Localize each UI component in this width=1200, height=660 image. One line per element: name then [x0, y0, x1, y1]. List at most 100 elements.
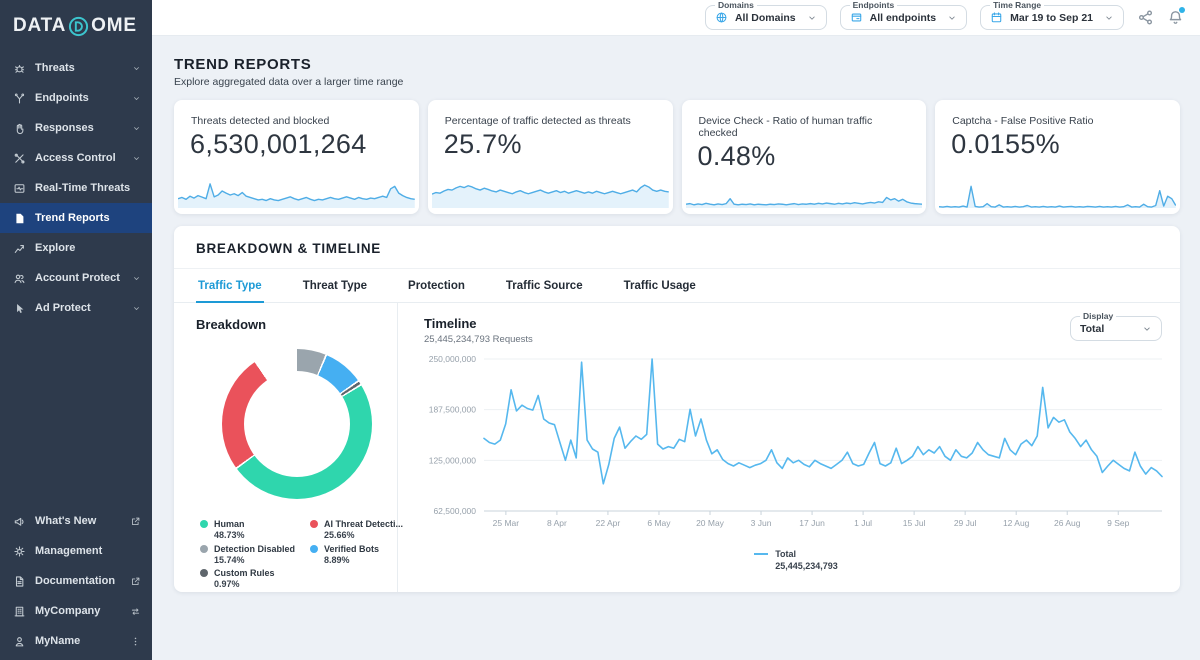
- timeline-legend: Total 25,445,234,793: [424, 549, 1168, 571]
- sidebar-footer-item-myname[interactable]: MyName: [0, 626, 152, 656]
- svg-text:1 Jul: 1 Jul: [854, 518, 872, 528]
- ad-protect-icon: [13, 302, 26, 315]
- kpi-sparkline-chart: [178, 173, 415, 208]
- sidebar-item-endpoints[interactable]: Endpoints: [0, 83, 152, 113]
- account-protect-icon: [13, 272, 26, 285]
- sidebar-item-label: Explore: [35, 242, 76, 254]
- domains-dropdown[interactable]: Domains All Domains: [704, 0, 827, 30]
- external-link-icon: [130, 576, 141, 587]
- filter-label: Endpoints: [849, 0, 898, 10]
- endpoints-window-icon: [850, 11, 863, 24]
- globe-icon: [715, 11, 728, 24]
- sidebar-item-label: Responses: [35, 122, 94, 134]
- legend-dot: [200, 520, 208, 528]
- notification-badge: [1179, 7, 1185, 13]
- sidebar-item-access-control[interactable]: Access Control: [0, 143, 152, 173]
- svg-text:22 Apr: 22 Apr: [596, 518, 621, 528]
- logo-text-post: OME: [91, 15, 137, 36]
- filter-value: All endpoints: [869, 11, 937, 24]
- sidebar-item-trend-reports[interactable]: Trend Reports: [0, 203, 152, 233]
- display-dropdown-label: Display: [1080, 311, 1117, 321]
- notifications-button[interactable]: [1167, 7, 1185, 26]
- kpi-cards-row: Threats detected and blocked 6,530,001,26…: [174, 100, 1180, 214]
- timeline-legend-value: 25,445,234,793: [775, 561, 838, 571]
- chevron-down-icon: [132, 274, 141, 283]
- management-icon: [13, 545, 26, 558]
- timeline-chart-svg: 250,000,000 187,500,000 125,000,000 62,500,…: [429, 354, 1163, 528]
- kpi-value: 0.0155%: [951, 129, 1060, 159]
- time-range-dropdown[interactable]: Time Range Mar 19 to Sep 21: [980, 0, 1124, 30]
- panel-title: BREAKDOWN & TIMELINE: [174, 226, 1180, 269]
- sidebar-item-real-time-threats[interactable]: Real-Time Threats: [0, 173, 152, 203]
- legend-label: AI Threat Detecti...: [324, 519, 404, 529]
- legend-item-human: Human 48.73%: [200, 519, 308, 542]
- tab-traffic-type[interactable]: Traffic Type: [196, 269, 264, 303]
- trend-reports-icon: [13, 212, 26, 225]
- company-icon: [13, 605, 26, 618]
- responses-icon: [13, 122, 26, 135]
- legend-dot: [200, 569, 208, 577]
- sidebar-footer-item-mycompany[interactable]: MyCompany: [0, 596, 152, 626]
- kpi-value: 0.48%: [697, 141, 776, 171]
- sidebar-item-explore[interactable]: Explore: [0, 233, 152, 263]
- panel-body: Breakdown Human 48.73% AI Threat Detecti..…: [174, 303, 1180, 592]
- tab-traffic-usage[interactable]: Traffic Usage: [623, 280, 696, 292]
- svg-text:12 Aug: 12 Aug: [1003, 518, 1030, 528]
- kpi-value: 6,530,001,264: [190, 129, 367, 159]
- display-dropdown-value: Total: [1080, 322, 1105, 335]
- sidebar-item-label: Documentation: [35, 575, 116, 587]
- legend-value: 0.97%: [214, 579, 240, 590]
- sidebar-footer-item-documentation[interactable]: Documentation: [0, 566, 152, 596]
- sidebar-item-responses[interactable]: Responses: [0, 113, 152, 143]
- svg-text:62,500,000: 62,500,000: [433, 506, 476, 516]
- legend-text: Detection Disabled 15.74%: [214, 544, 295, 567]
- sidebar-spacer: [0, 323, 152, 506]
- timeline-legend-text: Total 25,445,234,793: [775, 549, 838, 571]
- kpi-card-3: Device Check - Ratio of human traffic ch…: [681, 100, 927, 214]
- sidebar-item-ad-protect[interactable]: Ad Protect: [0, 293, 152, 323]
- tab-protection[interactable]: Protection: [408, 280, 465, 292]
- legend-item-detection-disabled: Detection Disabled 15.74%: [200, 544, 308, 567]
- timeline-line-chart: 250,000,000 187,500,000 125,000,000 62,500,…: [424, 351, 1168, 547]
- tab-traffic-source[interactable]: Traffic Source: [505, 280, 583, 292]
- endpoints-icon: [13, 92, 26, 105]
- filter-value: All Domains: [734, 11, 796, 24]
- filter-label: Domains: [714, 0, 757, 10]
- timeline-header: Timeline 25,445,234,793 Requests Display…: [424, 311, 1168, 345]
- share-button[interactable]: [1137, 9, 1154, 26]
- donut-legend: Human 48.73% AI Threat Detecti... 25.66% Det…: [200, 519, 403, 591]
- sidebar-item-threats[interactable]: Threats: [0, 53, 152, 83]
- svg-text:25 Mar: 25 Mar: [493, 518, 520, 528]
- timeline-title: Timeline: [424, 316, 477, 331]
- legend-label: Human: [214, 519, 245, 529]
- display-dropdown[interactable]: Display Total: [1070, 311, 1162, 341]
- page-subtitle: Explore aggregated data over a larger ti…: [174, 76, 404, 88]
- svg-text:250,000,000: 250,000,000: [429, 354, 477, 364]
- svg-text:20 May: 20 May: [696, 518, 725, 528]
- sidebar-item-account-protect[interactable]: Account Protect: [0, 263, 152, 293]
- sidebar-footer-item-management[interactable]: Management: [0, 536, 152, 566]
- chevron-down-icon: [132, 154, 141, 163]
- kpi-sparkline-chart: [939, 173, 1176, 208]
- legend-item-custom-rules: Custom Rules 0.97%: [200, 568, 308, 591]
- datadome-logo: DATA OME: [0, 0, 152, 53]
- sidebar-item-label: MyName: [35, 635, 81, 647]
- legend-value: 15.74%: [214, 554, 245, 565]
- documentation-icon: [13, 575, 26, 588]
- legend-item-verified-bots: Verified Bots 8.89%: [310, 544, 403, 567]
- sidebar-footer-item-what-s-new[interactable]: What's New: [0, 506, 152, 536]
- tab-threat-type[interactable]: Threat Type: [302, 280, 368, 292]
- share-icon: [1137, 9, 1154, 26]
- chevron-down-icon: [1104, 13, 1114, 23]
- timeline-title-block: Timeline 25,445,234,793 Requests: [424, 316, 533, 345]
- legend-text: Human 48.73%: [214, 519, 245, 542]
- explore-icon: [13, 242, 26, 255]
- legend-item-ai-threat-detecti-: AI Threat Detecti... 25.66%: [310, 519, 403, 542]
- svg-text:187,500,000: 187,500,000: [429, 405, 477, 415]
- endpoints-dropdown[interactable]: Endpoints All endpoints: [839, 0, 968, 30]
- chevron-down-icon: [132, 94, 141, 103]
- legend-value: 48.73%: [214, 530, 245, 541]
- kpi-label: Captcha - False Positive Ratio: [952, 115, 1094, 127]
- legend-value: 25.66%: [324, 530, 355, 541]
- sidebar-item-label: Account Protect: [35, 272, 120, 284]
